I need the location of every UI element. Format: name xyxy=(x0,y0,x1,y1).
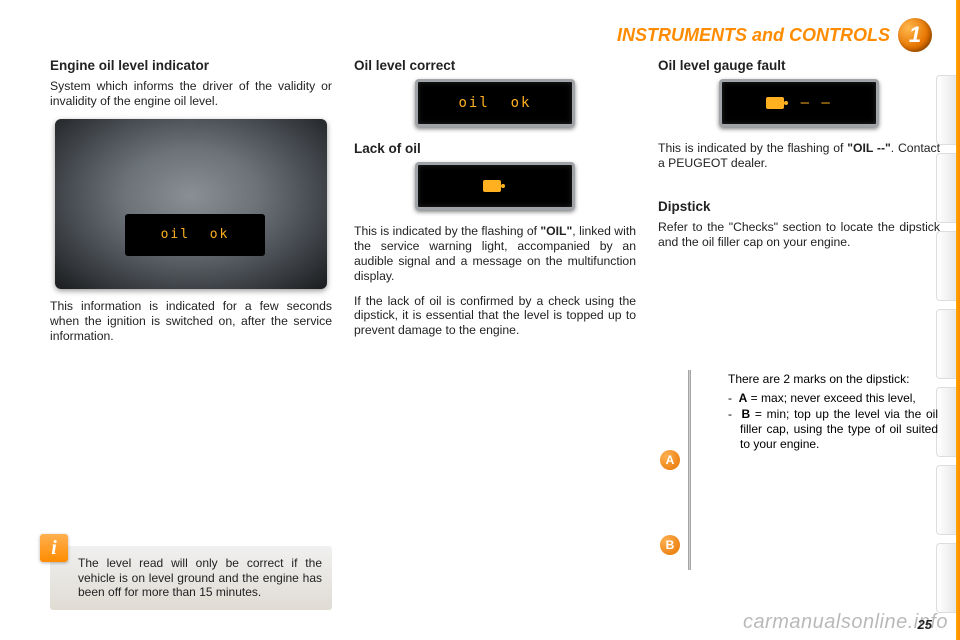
col3-para1b: "OIL --" xyxy=(847,141,891,155)
dipstick-mark-b: B xyxy=(660,535,680,555)
col2-para1-text: This is indicated by the flashing of "OI… xyxy=(354,224,636,283)
dipstick-rod xyxy=(688,370,691,570)
col1-title: Engine oil level indicator xyxy=(50,58,332,73)
col1-after-photo: This information is indicated for a few … xyxy=(50,299,332,344)
dipstick-mark-a: A xyxy=(660,450,680,470)
col3-para1a: This is indicated by the flashing of xyxy=(658,141,847,155)
side-tab xyxy=(936,465,956,535)
display-fault: — — xyxy=(719,79,879,127)
dipstick-b-text: = min; top up the level via the oil fill… xyxy=(740,407,938,450)
column-1: Engine oil level indicator System which … xyxy=(50,58,332,353)
col3-title2: Dipstick xyxy=(658,199,940,214)
oil-icon xyxy=(483,180,501,192)
dipstick-a-text: = max; never exceed this level, xyxy=(747,391,915,405)
col3-title1: Oil level gauge fault xyxy=(658,58,940,73)
display-correct: oil ok xyxy=(415,79,575,127)
side-tab xyxy=(936,543,956,613)
oil-icon xyxy=(766,97,784,109)
page-number: 25 xyxy=(918,617,932,632)
info-text: The level read will only be correct if t… xyxy=(78,556,322,599)
col3-para1: This is indicated by the flashing of "OI… xyxy=(658,141,940,171)
dashboard-screen-text: oil ok xyxy=(125,214,265,256)
display-correct-wrap: oil ok xyxy=(354,79,636,127)
dashboard-photo: oil ok xyxy=(55,119,327,289)
dipstick-figure: A B xyxy=(660,370,720,570)
display-fault-wrap: — — xyxy=(658,79,940,127)
col2-title2: Lack of oil xyxy=(354,141,636,156)
info-box: i The level read will only be correct if… xyxy=(50,546,332,610)
manual-page: INSTRUMENTS and CONTROLS 1 Engine oil le… xyxy=(0,0,960,640)
side-accent-bar xyxy=(956,0,960,640)
dipstick-list: - A = max; never exceed this level, - B … xyxy=(728,391,938,452)
display-lack xyxy=(415,162,575,210)
content-columns: Engine oil level indicator System which … xyxy=(50,58,940,353)
col2-para1: This is indicated by the flashing of "OI… xyxy=(354,224,636,284)
header-title: INSTRUMENTS and CONTROLS xyxy=(617,25,890,46)
page-header: INSTRUMENTS and CONTROLS 1 xyxy=(617,18,932,52)
chapter-badge: 1 xyxy=(898,18,932,52)
display-lack-wrap xyxy=(354,162,636,210)
col2-title1: Oil level correct xyxy=(354,58,636,73)
dipstick-item-b: - B = min; top up the level via the oil … xyxy=(728,407,938,451)
col3-para2: Refer to the "Checks" section to locate … xyxy=(658,220,940,250)
col1-intro: System which informs the driver of the v… xyxy=(50,79,332,109)
dipstick-intro: There are 2 marks on the dipstick: xyxy=(728,372,938,387)
column-2: Oil level correct oil ok Lack of oil Thi… xyxy=(354,58,636,353)
display-fault-text: — — xyxy=(790,95,832,111)
dipstick-text: There are 2 marks on the dipstick: - A =… xyxy=(728,372,938,451)
info-icon: i xyxy=(40,534,68,562)
dipstick-b-label: B xyxy=(742,407,751,421)
column-3: Oil level gauge fault — — This is indica… xyxy=(658,58,940,353)
dipstick-item-a: - A = max; never exceed this level, xyxy=(728,391,938,406)
side-tab xyxy=(936,387,956,457)
col2-para2: If the lack of oil is confirmed by a che… xyxy=(354,294,636,339)
